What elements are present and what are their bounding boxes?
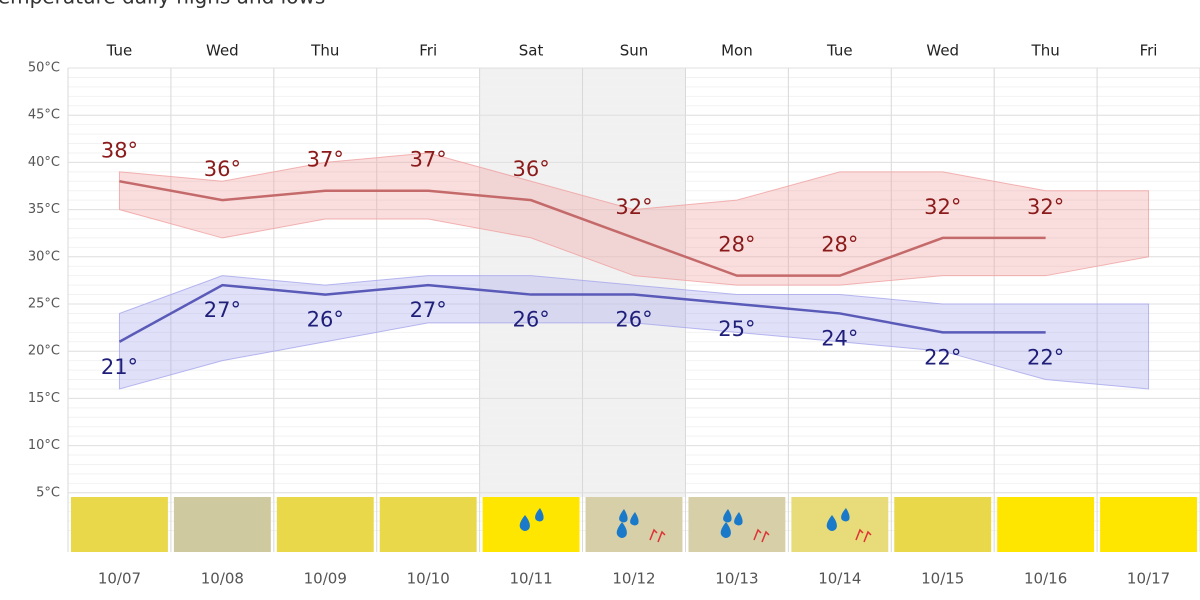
value-label: 32° [1027, 195, 1064, 219]
y-tick-label: 5°C [36, 485, 60, 500]
day-label: Thu [1031, 42, 1060, 60]
day-label: Fri [419, 42, 437, 60]
date-label: 10/13 [715, 570, 758, 588]
rain-icon [616, 509, 639, 538]
date-label: 10/14 [818, 570, 861, 588]
weather-cell [276, 497, 374, 552]
value-label: 37° [410, 148, 447, 172]
date-label: 10/16 [1024, 570, 1067, 588]
date-label: 10/12 [612, 570, 655, 588]
day-label: Wed [926, 42, 959, 60]
value-label: 32° [615, 195, 652, 219]
temperature-line [119, 180, 1046, 277]
weather-cell [791, 497, 889, 552]
date-label: 10/09 [304, 570, 347, 588]
day-label: Tue [106, 42, 133, 60]
range-band [118, 152, 1150, 286]
chart-title: Temperature daily highs and lows [0, 0, 325, 9]
value-label: 28° [821, 233, 858, 257]
value-label: 22° [924, 345, 961, 369]
date-label: 10/08 [201, 570, 244, 588]
weather-cell [71, 497, 168, 552]
value-label: 32° [924, 195, 961, 219]
y-tick-label: 10°C [28, 438, 60, 453]
day-label: Fri [1140, 42, 1158, 60]
wind-icon [753, 528, 770, 543]
y-tick-label: 45°C [28, 108, 60, 123]
labels-layer: 5°C 10°C 15°C 20°C 25°C 30°C 35°C 40°C 45°C 50°C T… [28, 42, 1170, 588]
weather-cell [379, 497, 477, 552]
value-label: 26° [307, 308, 344, 332]
rain-icon [720, 509, 743, 538]
rain-icon [535, 508, 544, 522]
y-tick-label: 35°C [28, 202, 60, 217]
value-label: 26° [615, 308, 652, 332]
day-label: Sun [620, 42, 649, 60]
weather-cell [482, 497, 580, 552]
value-label: 24° [821, 326, 858, 350]
y-tick-label: 40°C [28, 155, 60, 170]
y-tick-label: 25°C [28, 297, 60, 312]
weather-cell [1100, 497, 1197, 552]
day-label: Thu [310, 42, 339, 60]
weekend-shade [582, 68, 686, 497]
value-label: 27° [204, 298, 241, 322]
marks-layer [118, 152, 1150, 390]
rain-icon [519, 515, 530, 531]
day-label: Wed [206, 42, 239, 60]
value-label: 27° [410, 298, 447, 322]
value-label: 36° [204, 157, 241, 181]
date-label: 10/10 [407, 570, 450, 588]
wind-icon [855, 528, 872, 543]
value-label: 36° [512, 157, 549, 181]
grid-layer [67, 67, 1200, 552]
date-label: 10/15 [921, 570, 964, 588]
day-label: Tue [826, 42, 853, 60]
value-label: 22° [1027, 345, 1064, 369]
day-label: Sat [519, 42, 544, 60]
weather-cell [997, 497, 1095, 552]
wind-icon [649, 528, 666, 543]
y-tick-label: 50°C [28, 61, 60, 76]
rain-icon [826, 508, 850, 531]
y-tick-label: 30°C [28, 249, 60, 264]
y-tick-label: 15°C [28, 391, 60, 406]
temperature-line [118, 283, 1046, 343]
date-label: 10/17 [1127, 570, 1170, 588]
range-band [118, 275, 1150, 390]
y-tick-label: 20°C [28, 344, 60, 359]
value-label: 37° [307, 148, 344, 172]
weather-icons [519, 508, 872, 543]
value-label: 25° [718, 317, 755, 341]
date-label: 10/07 [98, 570, 141, 588]
day-label: Mon [721, 42, 753, 60]
value-label: 28° [718, 233, 755, 257]
value-label: 26° [512, 308, 549, 332]
value-label: 21° [101, 355, 138, 379]
weather-cell [173, 497, 271, 552]
weekend-shade [479, 68, 583, 497]
weather-cell [894, 497, 992, 552]
value-label: 38° [101, 138, 138, 162]
date-label: 10/11 [509, 570, 552, 588]
